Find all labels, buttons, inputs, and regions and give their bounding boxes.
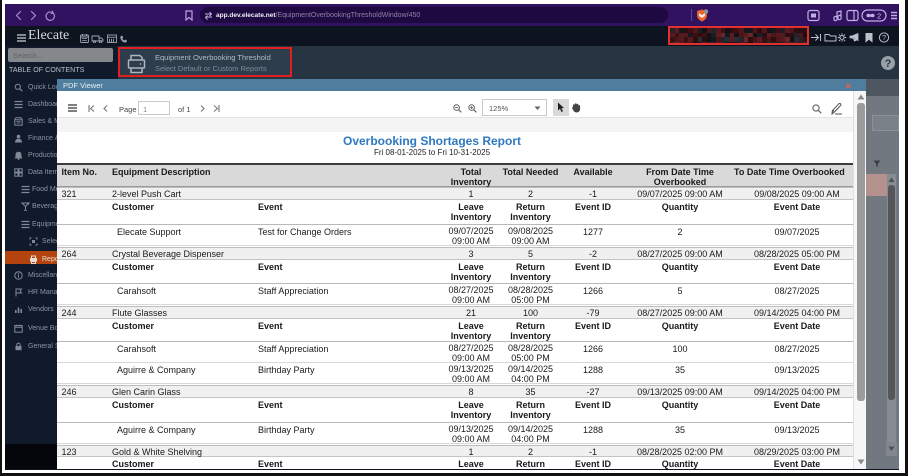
svg-text:?: ? [885,58,892,70]
svg-text:?: ? [882,33,886,42]
svg-text:2: 2 [877,12,881,21]
